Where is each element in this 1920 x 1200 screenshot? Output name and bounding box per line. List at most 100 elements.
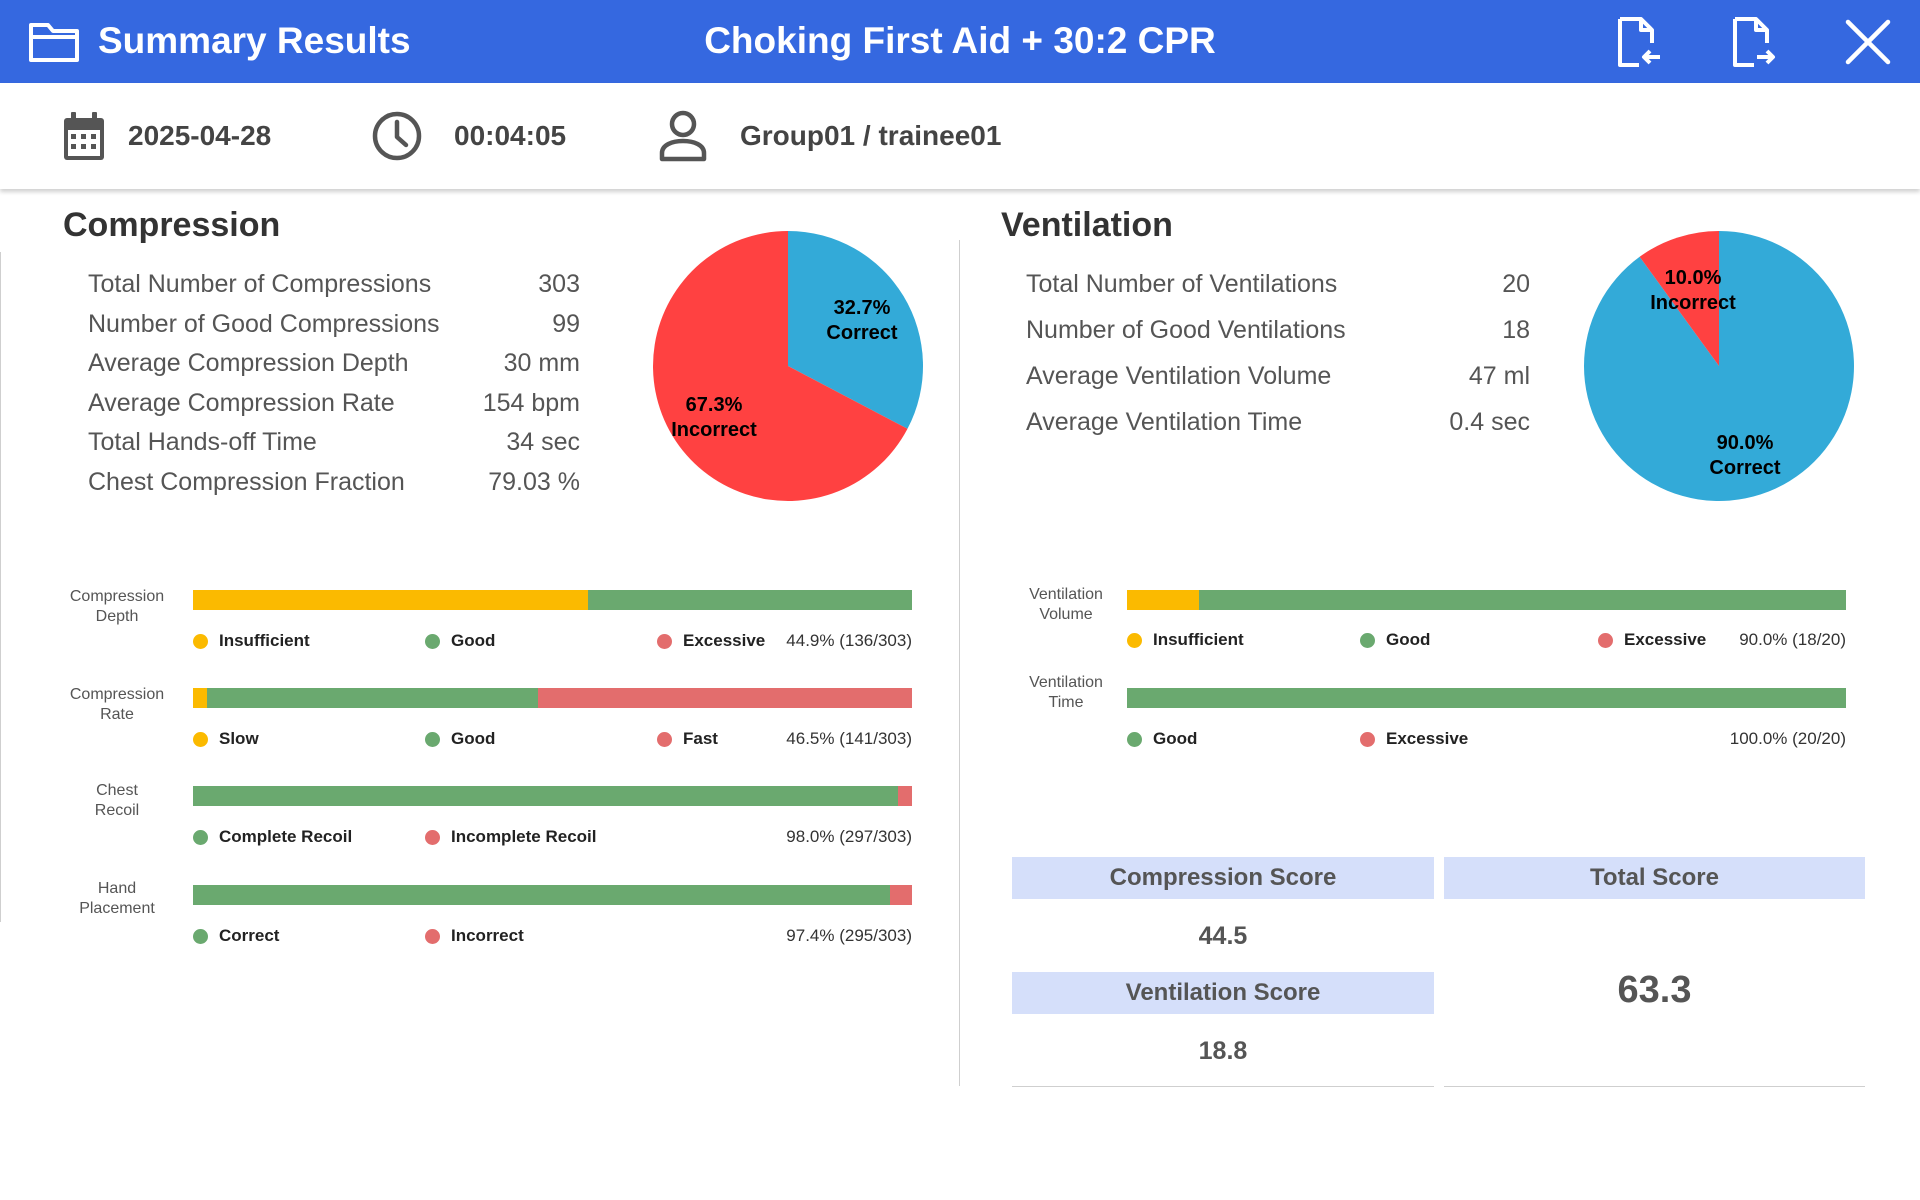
ventilation-score-value: 18.8 xyxy=(1198,1036,1248,1065)
legend-dot xyxy=(425,829,440,845)
legend-dot xyxy=(193,928,208,944)
metric-label-line: Time xyxy=(1048,694,1084,711)
top-bar: Summary Results Choking First Aid + 30:2… xyxy=(0,0,1920,83)
legend-label: Good xyxy=(451,631,496,650)
pie-incorrect-label: Incorrect xyxy=(1650,292,1736,314)
stat-label: Number of Good Compressions xyxy=(88,309,440,338)
session-duration: 00:04:05 xyxy=(370,83,566,189)
pie-slice-incorrect xyxy=(1639,231,1719,366)
metric-hand-placement: Hand Placement Correct Incorrect 97.4% (… xyxy=(57,879,917,949)
metric-bar xyxy=(193,590,912,610)
stat-value: 47 ml xyxy=(1468,362,1530,390)
stat-value: 303 xyxy=(538,270,580,298)
bar-segment xyxy=(538,688,912,708)
metric-percent: 44.9% (136/303) xyxy=(786,631,912,650)
metric-bar xyxy=(1127,590,1846,610)
stat-row: Chest Compression Fraction 79.03 % xyxy=(88,468,580,508)
bar-segment xyxy=(1198,590,1846,610)
legend-label: Insufficient xyxy=(219,631,310,650)
legend-dot xyxy=(425,928,440,944)
total-score-header: Total Score xyxy=(1444,857,1865,899)
stat-row: Total Number of Ventilations 20 xyxy=(1026,270,1530,316)
session-user-value: Group01 / trainee01 xyxy=(740,120,1002,151)
metric-ventilation-time: Ventilation Time Good Excessive 100.0% (… xyxy=(1006,672,1866,748)
pie-slice-incorrect xyxy=(653,231,908,501)
legend-label: Good xyxy=(1153,729,1198,748)
metric-bar xyxy=(1127,688,1846,708)
calendar-icon xyxy=(64,112,104,160)
legend-item: Insufficient xyxy=(1127,630,1244,650)
folder-icon xyxy=(29,23,79,62)
legend-label: Excessive xyxy=(1386,729,1469,748)
stat-row: Average Ventilation Time 0.4 sec xyxy=(1026,408,1530,454)
legend-label: Incomplete Recoil xyxy=(451,827,597,846)
metric-label-line: Placement xyxy=(79,900,155,917)
ventilation-pie-chart: 10.0% Incorrect 90.0% Correct xyxy=(1583,231,1854,501)
compression-pie-chart: 32.7% Correct 67.3% Incorrect xyxy=(653,231,924,501)
metric-percent: 90.0% (18/20) xyxy=(1739,630,1846,649)
stat-value: 0.4 sec xyxy=(1449,408,1530,436)
metric-percent: 98.0% (297/303) xyxy=(786,827,912,846)
export-file-button[interactable] xyxy=(1723,12,1783,72)
legend-label: Excessive xyxy=(683,631,766,650)
legend-dot xyxy=(193,633,208,649)
stat-label: Chest Compression Fraction xyxy=(88,467,405,496)
stat-value: 20 xyxy=(1502,270,1530,298)
legend-item: Correct xyxy=(193,926,279,946)
stat-value: 30 mm xyxy=(503,349,580,378)
legend-item: Excessive xyxy=(657,631,765,651)
legend-item: Incomplete Recoil xyxy=(425,827,596,847)
session-date-value: 2025-04-28 xyxy=(128,120,272,151)
metric-percent: 46.5% (141/303) xyxy=(786,729,912,748)
score-divider xyxy=(1012,1086,1434,1087)
legend-dot xyxy=(1360,632,1375,648)
bar-segment xyxy=(897,786,912,806)
legend-dot xyxy=(657,731,672,747)
legend-item: Good xyxy=(425,631,495,651)
legend-label: Good xyxy=(1386,630,1431,649)
metric-label-line: Rate xyxy=(100,706,134,723)
stat-row: Total Hands-off Time 34 sec xyxy=(88,428,580,468)
score-divider xyxy=(1444,1086,1865,1087)
session-user: Group01 / trainee01 xyxy=(656,83,1001,189)
stat-label: Average Ventilation Time xyxy=(1026,408,1303,436)
metric-label-line: Compression xyxy=(69,588,165,605)
pie-correct-percent: 32.7% xyxy=(834,297,891,319)
metric-label-line: Chest xyxy=(96,782,138,799)
close-icon xyxy=(1845,19,1891,65)
legend-label: Good xyxy=(451,729,496,748)
left-edge-divider xyxy=(0,252,1,922)
stat-value: 18 xyxy=(1502,316,1530,344)
legend-label: Complete Recoil xyxy=(219,827,353,846)
metric-bar xyxy=(193,885,912,905)
total-score-value: 63.3 xyxy=(1617,968,1692,1011)
stat-value: 34 sec xyxy=(506,428,580,457)
ventilation-score-header: Ventilation Score xyxy=(1012,972,1434,1014)
legend-item: Excessive xyxy=(1598,630,1706,650)
stat-label: Average Compression Rate xyxy=(88,388,395,417)
bar-segment xyxy=(193,786,898,806)
bar-segment xyxy=(890,885,912,905)
close-button[interactable] xyxy=(1838,12,1898,72)
bar-segment xyxy=(1127,590,1199,610)
legend-dot xyxy=(193,731,208,747)
ventilation-stats: Total Number of Ventilations 20 Number o… xyxy=(1026,270,1530,454)
bar-segment xyxy=(193,590,589,610)
legend-item: Incorrect xyxy=(425,926,524,946)
legend-label: Incorrect xyxy=(451,926,524,945)
legend-item: Excessive xyxy=(1360,729,1468,749)
metric-ventilation-volume: Ventilation Volume Insufficient Good Exc… xyxy=(1006,584,1866,654)
pie-incorrect-percent: 67.3% xyxy=(686,394,743,416)
compression-stats: Total Number of Compressions 303 Number … xyxy=(88,270,580,508)
session-info-bar: 2025-04-28 00:04:05 Group01 / trainee01 xyxy=(0,83,1920,189)
metric-label-line: Ventilation xyxy=(1029,674,1103,691)
metric-label-line: Recoil xyxy=(94,802,140,819)
import-file-button[interactable] xyxy=(1608,12,1668,72)
pie-correct-label: Correct xyxy=(1709,457,1780,479)
pie-incorrect-percent: 10.0% xyxy=(1665,267,1722,289)
clock-icon xyxy=(372,111,422,161)
bar-segment xyxy=(193,885,891,905)
legend-label: Fast xyxy=(683,729,718,748)
legend-item: Good xyxy=(1127,729,1197,749)
legend-dot xyxy=(1127,632,1142,648)
